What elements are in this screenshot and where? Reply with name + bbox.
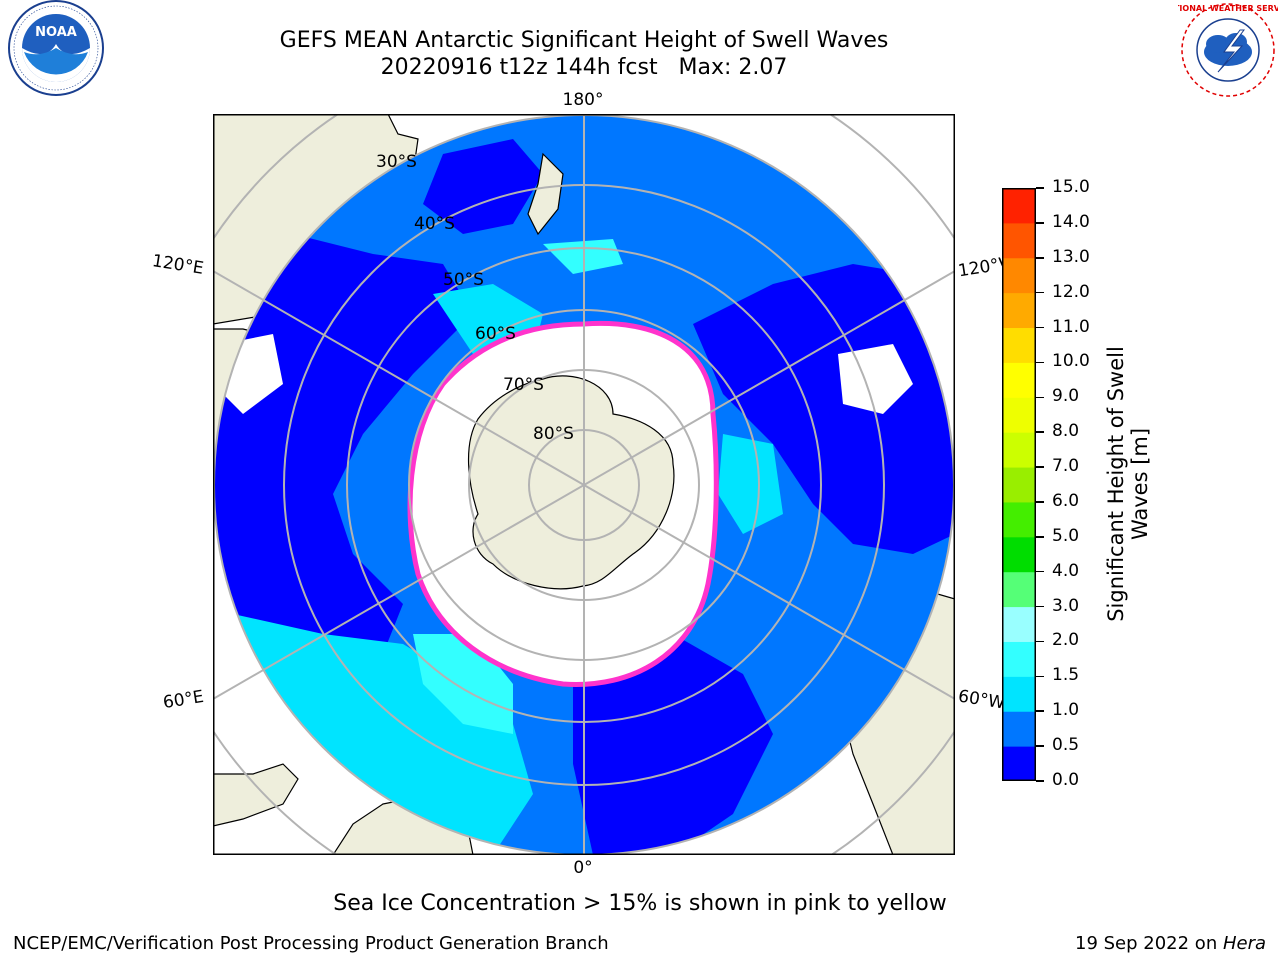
colorbar-segment [1002, 292, 1036, 329]
colorbar-title-line2: Waves [m] [1128, 427, 1152, 541]
colorbar-segment [1002, 746, 1036, 781]
colorbar-tick-mark [1036, 466, 1044, 468]
colorbar-tick-label: 0.5 [1052, 735, 1080, 756]
colorbar-segment [1002, 188, 1036, 224]
colorbar-tick-mark [1036, 640, 1044, 643]
colorbar-tick-label: 1.5 [1052, 665, 1080, 686]
colorbar-tick-mark [1036, 710, 1044, 712]
colorbar-tick-mark [1036, 257, 1044, 259]
colorbar-segment [1002, 257, 1036, 294]
chart-title-line1: GEFS MEAN Antarctic Significant Height o… [279, 28, 889, 53]
colorbar-tick-label: 0.0 [1052, 770, 1080, 790]
colorbar-tick-mark [1036, 222, 1044, 224]
colorbar-tick-label: 8.0 [1052, 421, 1080, 442]
colorbar-segment [1002, 641, 1036, 677]
footer-machine: Hera [1222, 933, 1266, 954]
footer-credit: NCEP/EMC/Verification Post Processing Pr… [13, 933, 609, 954]
colorbar-tick-mark [1036, 361, 1044, 364]
lat-label-50s: 50°S [443, 270, 484, 290]
lat-label-40s: 40°S [414, 214, 455, 234]
colorbar-tick-label: 5.0 [1052, 525, 1080, 546]
colorbar-tick-mark [1036, 326, 1044, 329]
colorbar-tick-mark [1036, 570, 1044, 573]
colorbar-segment [1002, 467, 1036, 503]
sea-ice-note: Sea Ice Concentration > 15% is shown in … [333, 891, 947, 916]
lon-label-120e: 120°E [150, 251, 205, 279]
colorbar-tick-label: 14.0 [1052, 211, 1090, 232]
colorbar-tick-mark [1036, 187, 1044, 189]
footer-date: 19 Sep 2022 on Hera [1075, 933, 1266, 954]
noaa-logo-text: NOAA [35, 25, 77, 40]
swell-low-south [573, 634, 773, 855]
swell-mid-east [718, 434, 783, 534]
colorbar-tick-label: 3.0 [1052, 595, 1080, 616]
colorbar-tick-label: 6.0 [1052, 490, 1080, 511]
colorbar-tick-label: 2.0 [1052, 630, 1080, 651]
swell-low-east [693, 264, 954, 554]
colorbar-segment [1002, 571, 1036, 608]
colorbar [1002, 188, 1036, 781]
lon-label-60w: 60°W [956, 686, 1007, 714]
lon-label-180: 180° [562, 90, 604, 110]
colorbar-segment [1002, 606, 1036, 642]
colorbar-tick-mark [1036, 396, 1044, 399]
colorbar-tick-label: 10.0 [1052, 351, 1090, 372]
colorbar-tick-mark [1036, 536, 1044, 538]
lat-label-30s: 30°S [376, 152, 417, 172]
lon-label-60e: 60°E [161, 686, 206, 714]
colorbar-tick-mark [1036, 291, 1044, 294]
swell-low-north [423, 139, 543, 234]
colorbar-tick-label: 7.0 [1052, 456, 1080, 477]
nws-logo: NATIONAL WEATHER SERVICE [1178, 3, 1278, 97]
noaa-logo: NOAA [8, 0, 104, 96]
polar-map [213, 114, 955, 855]
land-new-zealand [527, 152, 564, 236]
colorbar-tick-mark [1036, 431, 1044, 433]
colorbar-tick-mark [1036, 605, 1044, 608]
colorbar-segment [1002, 676, 1036, 712]
colorbar-segment [1002, 397, 1036, 433]
lon-label-0: 0° [573, 858, 593, 878]
colorbar-tick-label: 4.0 [1052, 560, 1080, 581]
colorbar-tick-mark [1036, 780, 1044, 782]
lat-label-60s: 60°S [475, 324, 516, 344]
footer-date-text: 19 Sep 2022 on [1075, 933, 1223, 954]
nws-logo-text: NATIONAL WEATHER SERVICE [1178, 4, 1278, 13]
colorbar-tick-label: 11.0 [1052, 316, 1090, 337]
colorbar-segment [1002, 327, 1036, 363]
land-africa [213, 763, 299, 827]
colorbar-tick-mark [1036, 501, 1044, 503]
colorbar-tick-mark [1036, 675, 1044, 678]
colorbar-tick-label: 13.0 [1052, 246, 1090, 267]
colorbar-segment [1002, 711, 1036, 747]
colorbar-segment [1002, 501, 1036, 538]
colorbar-title-line1: Significant Height of Swell [1103, 346, 1128, 622]
swell-low-west [214, 234, 473, 674]
chart-title-line2: 20220916 t12z 144h fcst Max: 2.07 [380, 55, 788, 80]
colorbar-tick-label: 12.0 [1052, 281, 1090, 302]
colorbar-tick-label: 15.0 [1052, 177, 1090, 197]
colorbar-segment [1002, 362, 1036, 398]
lat-label-80s: 80°S [533, 424, 574, 444]
colorbar-segment [1002, 432, 1036, 468]
colorbar-tick-label: 9.0 [1052, 386, 1080, 407]
colorbar-title: Significant Height of Swell Waves [m] [1104, 346, 1152, 622]
colorbar-segment [1002, 536, 1036, 573]
colorbar-segment [1002, 222, 1036, 259]
colorbar-tick-mark [1036, 745, 1044, 747]
colorbar-tick-label: 1.0 [1052, 700, 1080, 721]
lat-label-70s: 70°S [503, 375, 544, 395]
